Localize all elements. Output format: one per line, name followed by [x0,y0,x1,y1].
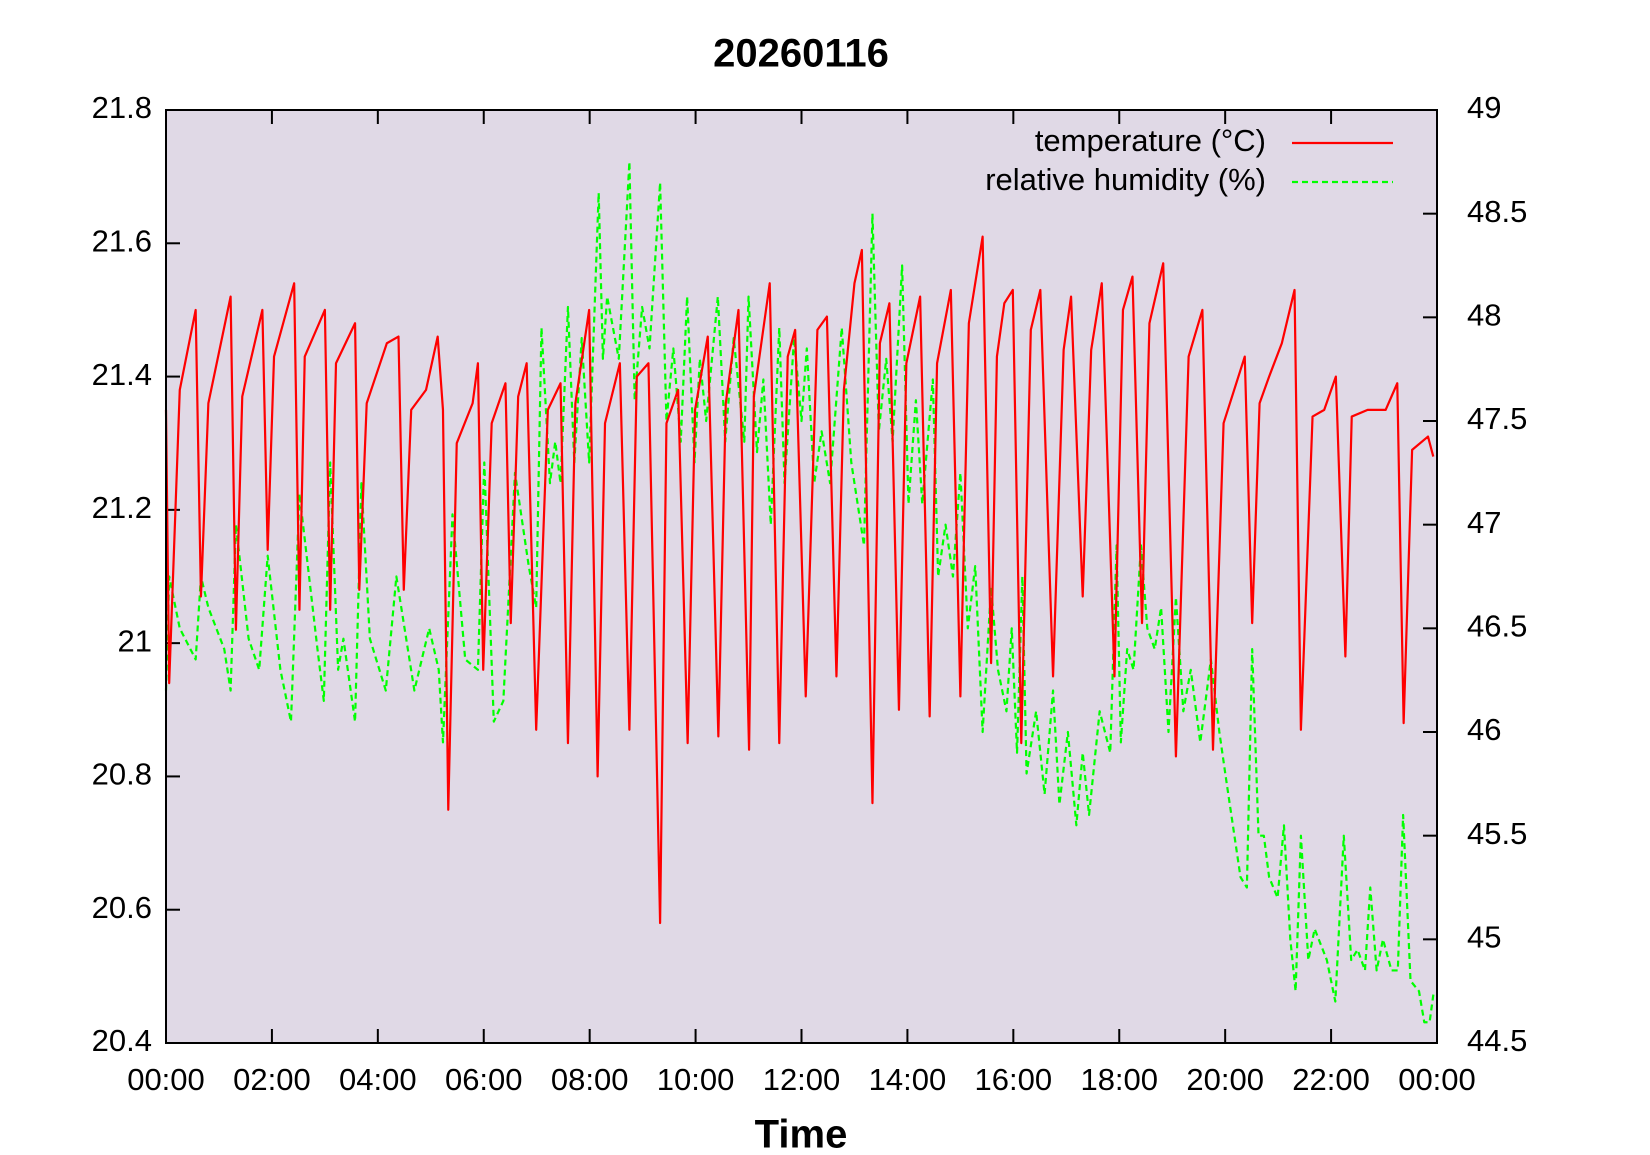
series-line [164,235,1435,925]
legend-label: relative humidity (%) [985,162,1266,197]
x-tick-label: 02:00 [233,1062,311,1097]
x-tick-label: 04:00 [339,1062,417,1097]
x-tick-label: 08:00 [551,1062,629,1097]
x-tick-label: 00:00 [127,1062,205,1097]
y-tick-label: 20.4 [92,1023,152,1058]
y-tick-label: 21.2 [92,490,152,525]
x-tick-label: 18:00 [1080,1062,1158,1097]
x-tick-label: 12:00 [763,1062,841,1097]
y-tick-label: 20.6 [92,890,152,925]
y2-tick-label: 48 [1467,298,1501,333]
y2-tick-label: 45 [1467,920,1501,955]
y-tick-label: 21 [118,623,152,658]
x-tick-label: 14:00 [869,1062,947,1097]
y2-tick-label: 49 [1467,90,1501,125]
x-tick-label: 22:00 [1292,1062,1370,1097]
y-tick-label: 21.8 [92,90,152,125]
legend-label: temperature (°C) [1035,123,1266,158]
y2-tick-label: 44.5 [1467,1023,1527,1058]
y2-tick-label: 47.5 [1467,401,1527,436]
x-tick-label: 00:00 [1398,1062,1476,1097]
y-tick-label: 20.8 [92,757,152,792]
y2-tick-label: 47 [1467,505,1501,540]
x-tick-label: 20:00 [1186,1062,1264,1097]
x-tick-label: 16:00 [975,1062,1053,1097]
y2-tick-label: 48.5 [1467,194,1527,229]
plot-border [165,109,1438,1044]
y-tick-label: 21.6 [92,223,152,258]
x-tick-label: 06:00 [445,1062,523,1097]
y2-tick-label: 45.5 [1467,816,1527,851]
x-axis-label: Time [755,1113,848,1155]
y2-tick-label: 46 [1467,712,1501,747]
y-tick-label: 21.4 [92,357,152,392]
series-line [164,160,1435,1024]
x-tick-label: 10:00 [657,1062,735,1097]
y2-tick-label: 46.5 [1467,609,1527,644]
chart-title: 20260116 [713,32,889,76]
